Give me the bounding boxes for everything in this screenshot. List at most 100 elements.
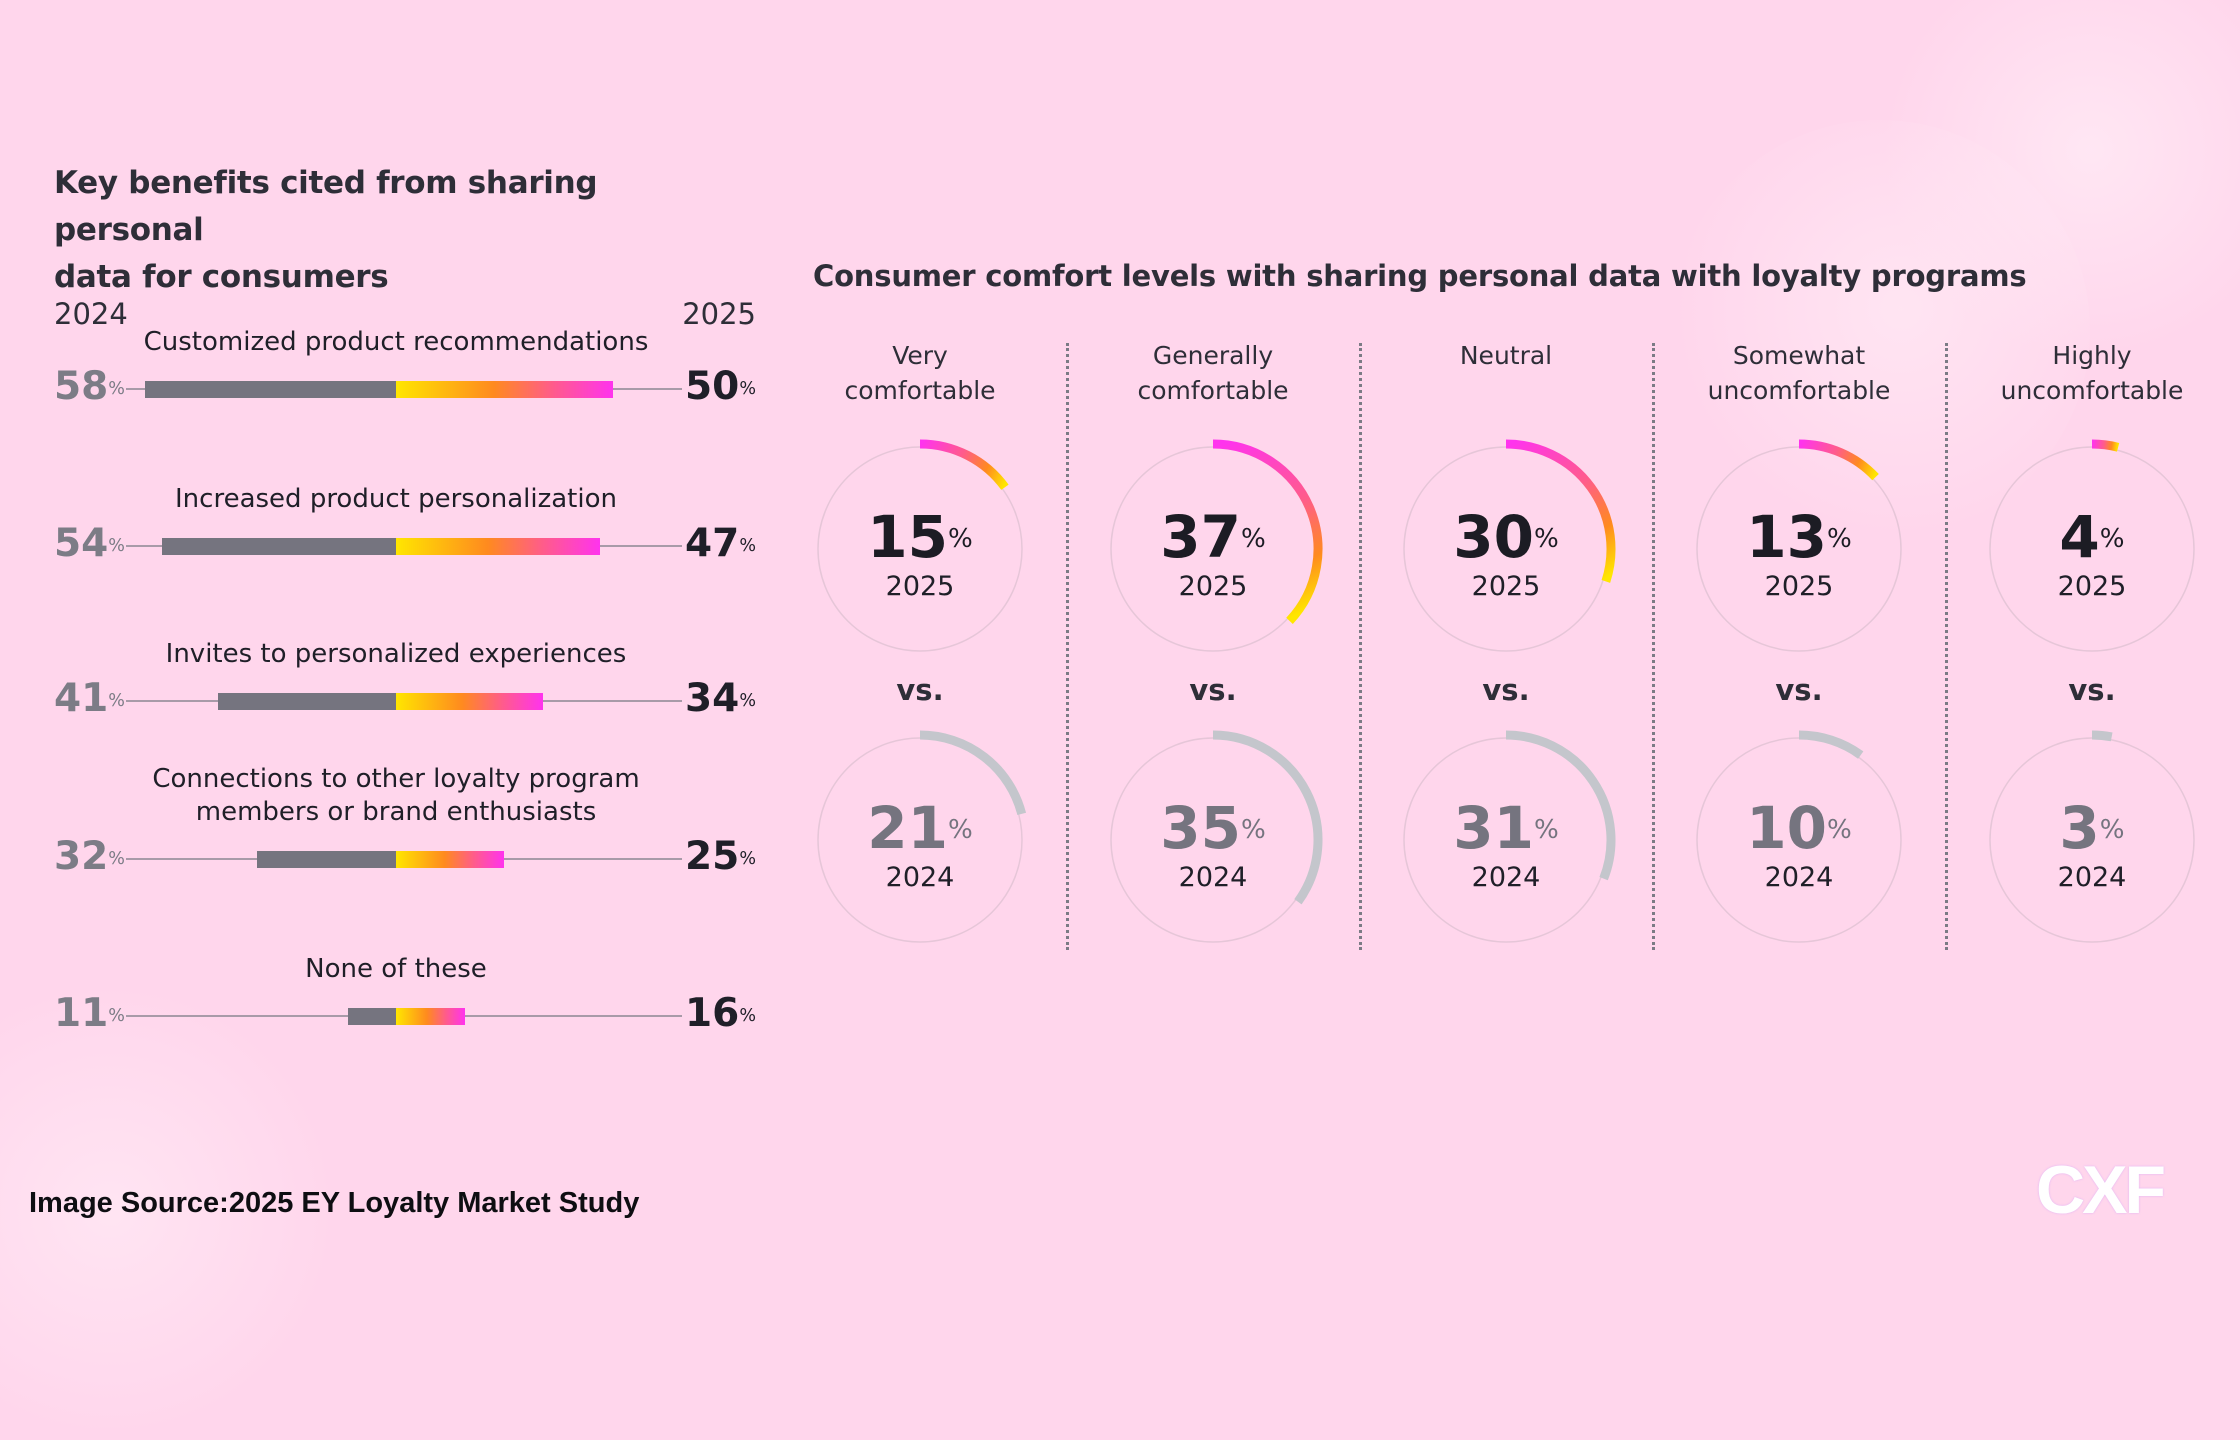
gauge-arc-2025 [2091,439,2120,452]
vs-label: vs. [2068,673,2116,707]
gauge-value: 4% [1972,507,2212,567]
radial-gauge-svg [1989,439,2195,652]
gauge-year: 2025 [1178,571,1248,602]
benefit-label: Increased product personalization [140,483,652,516]
gauge-value-number: 31 [1453,794,1534,862]
comfort-level-label-line: Very [892,341,948,370]
percent-sign: % [1533,815,1559,845]
vs-label: vs. [896,673,944,707]
percent-sign: % [739,379,756,399]
benefit-label-line: members or brand enthusiasts [195,797,597,827]
value-number: 54 [54,521,109,566]
gauge-year: 2024 [1471,862,1541,893]
value-number: 25 [685,834,740,879]
gauge-value-number: 3 [2059,794,2100,862]
value-label-2024: 11% [54,994,125,1034]
column-divider [1359,343,1362,950]
percent-sign: % [2099,815,2125,845]
radial-gauge-2024: 3% 2024 [1972,720,2212,960]
value-label-2025: 16% [685,994,756,1034]
benefit-label-line: Increased product personalization [175,484,617,514]
percent-sign: % [739,691,756,711]
radial-gauge-2025: 4% 2025 [1972,429,2212,669]
gauge-value-number: 13 [1746,503,1827,571]
gauge-arc-2024 [2091,730,2113,742]
benefit-label-line: Invites to personalized experiences [165,639,627,669]
comfort-level-label: Somewhat uncomfortable [1669,338,1929,408]
gauge-year: 2024 [2057,862,2127,893]
right-chart-title: Consumer comfort levels with sharing per… [813,259,2027,293]
percent-sign: % [108,1006,125,1026]
gauge-year: 2025 [885,571,955,602]
radial-gauge-2025: 37% 2025 [1093,429,1333,669]
radial-gauge-2024: 10% 2024 [1679,720,1919,960]
radial-gauge-svg [1989,730,2195,943]
value-number: 47 [685,521,740,566]
percent-sign: % [108,536,125,556]
gauge-value: 31% [1386,798,1626,858]
comfort-level-label: Neutral [1376,338,1636,373]
vs-label: vs. [1482,673,1530,707]
value-label-2025: 25% [685,837,756,877]
gauge-value: 10% [1679,798,1919,858]
gauge-value-number: 35 [1160,794,1241,862]
gauge-value-number: 30 [1453,503,1534,571]
percent-sign: % [739,1006,756,1026]
value-number: 32 [54,834,109,879]
benefit-label: Invites to personalized experiences [140,638,652,671]
radial-gauge-svg [1696,439,1902,652]
gauge-value: 21% [800,798,1040,858]
gauge-track [1696,446,1902,652]
percent-sign: % [108,379,125,399]
value-number: 34 [685,676,740,721]
radial-gauge-svg [1696,730,1902,943]
value-number: 50 [685,364,740,409]
vs-label: vs. [1189,673,1237,707]
radial-gauge-svg [1403,439,1616,652]
radial-gauge-2024: 21% 2024 [800,720,1040,960]
gauge-value-number: 21 [867,794,948,862]
radial-gauge-2025: 15% 2025 [800,429,1040,669]
percent-sign: % [1826,524,1852,554]
percent-sign: % [947,815,973,845]
comfort-level-label-line: Somewhat [1732,341,1866,370]
gauge-arc-2025 [919,439,1009,490]
gauge-arc-2025 [1798,439,1879,481]
value-label-2024: 54% [54,524,125,564]
value-label-2025: 50% [685,367,756,407]
bar-2024 [348,1008,396,1025]
radial-gauge-2025: 13% 2025 [1679,429,1919,669]
value-number: 58 [54,364,109,409]
gauge-year: 2024 [1178,862,1248,893]
bar-2024 [144,381,396,398]
cxf-logo: CXF [2036,1152,2166,1228]
gauge-track [1696,737,1902,943]
radial-gauge-2024: 31% 2024 [1386,720,1626,960]
radial-gauge-svg [1110,730,1323,943]
percent-sign: % [739,849,756,869]
benefit-label: None of these [140,953,652,986]
gauge-track [817,446,1023,652]
gauge-year: 2024 [1764,862,1834,893]
gauge-arc-2024 [919,730,1027,816]
gauge-value: 37% [1093,507,1333,567]
percent-sign: % [1240,524,1266,554]
gauge-year: 2025 [1764,571,1834,602]
comfort-level-label: Very comfortable [790,338,1050,408]
comfort-level-label-line: comfortable [1137,376,1289,405]
percent-sign: % [108,849,125,869]
gauge-year: 2025 [1471,571,1541,602]
gauge-arc-2024 [1505,730,1616,881]
percent-sign: % [947,524,973,554]
gauge-year: 2025 [2057,571,2127,602]
gauge-value: 15% [800,507,1040,567]
bar-2025 [396,381,613,398]
image-source-caption: Image Source:2025 EY Loyalty Market Stud… [29,1187,640,1219]
comfort-level-label: Generally comfortable [1083,338,1343,408]
bar-2024 [162,538,396,555]
gauge-arc-2025 [1505,439,1616,583]
bar-2025 [396,693,544,710]
gauge-value-number: 15 [867,503,948,571]
radial-gauge-svg [1403,730,1616,943]
value-label-2025: 34% [685,679,756,719]
